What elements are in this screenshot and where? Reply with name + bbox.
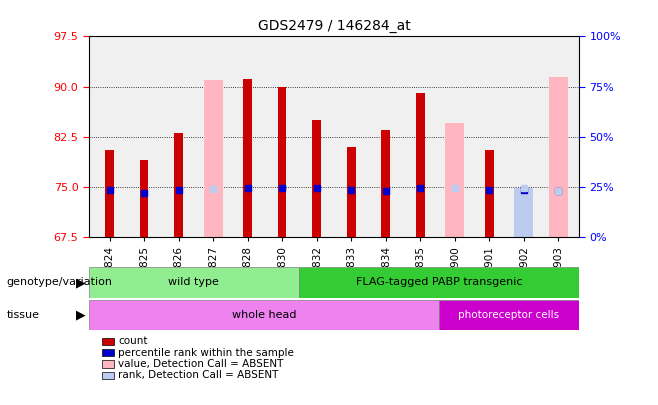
Bar	[416, 93, 424, 237]
Bar	[515, 188, 533, 237]
Bar	[347, 147, 355, 237]
Bar	[174, 133, 183, 237]
Text: value, Detection Call = ABSENT: value, Detection Call = ABSENT	[118, 359, 284, 369]
Text: whole head: whole head	[232, 310, 296, 320]
Text: count: count	[118, 337, 148, 346]
Bar	[139, 160, 149, 237]
Bar	[439, 300, 579, 330]
Text: wild type: wild type	[168, 277, 219, 288]
Text: percentile rank within the sample: percentile rank within the sample	[118, 348, 294, 358]
Bar	[278, 87, 286, 237]
Bar	[445, 123, 465, 237]
Bar	[89, 300, 439, 330]
Bar	[382, 130, 390, 237]
Text: ▶: ▶	[76, 308, 86, 322]
Bar	[89, 267, 299, 298]
Text: genotype/variation: genotype/variation	[7, 277, 113, 288]
Bar	[243, 79, 252, 237]
Bar	[105, 150, 114, 237]
Text: tissue: tissue	[7, 310, 39, 320]
Text: photoreceptor cells: photoreceptor cells	[459, 310, 559, 320]
Bar	[313, 120, 321, 237]
Bar	[203, 80, 222, 237]
Bar	[299, 267, 579, 298]
Text: ▶: ▶	[76, 276, 86, 289]
Text: rank, Detection Call = ABSENT: rank, Detection Call = ABSENT	[118, 371, 279, 380]
Bar	[549, 77, 568, 237]
Title: GDS2479 / 146284_at: GDS2479 / 146284_at	[257, 19, 411, 33]
Text: FLAG-tagged PABP transgenic: FLAG-tagged PABP transgenic	[356, 277, 522, 288]
Bar	[485, 150, 494, 237]
